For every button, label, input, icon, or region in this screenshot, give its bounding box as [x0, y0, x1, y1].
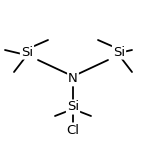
Text: Si: Si: [67, 100, 79, 114]
Text: Si: Si: [113, 45, 125, 59]
Text: Cl: Cl: [66, 123, 80, 136]
Text: N: N: [68, 71, 78, 85]
Text: Si: Si: [21, 45, 33, 59]
